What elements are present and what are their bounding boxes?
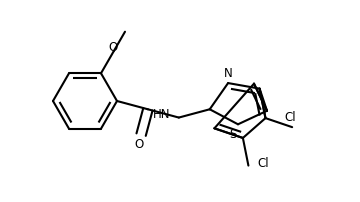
- Text: S: S: [229, 128, 237, 141]
- Text: HN: HN: [153, 108, 171, 121]
- Text: N: N: [224, 67, 233, 80]
- Text: O: O: [135, 138, 144, 151]
- Text: Cl: Cl: [258, 157, 269, 170]
- Text: O: O: [108, 41, 117, 54]
- Text: Cl: Cl: [284, 111, 296, 124]
